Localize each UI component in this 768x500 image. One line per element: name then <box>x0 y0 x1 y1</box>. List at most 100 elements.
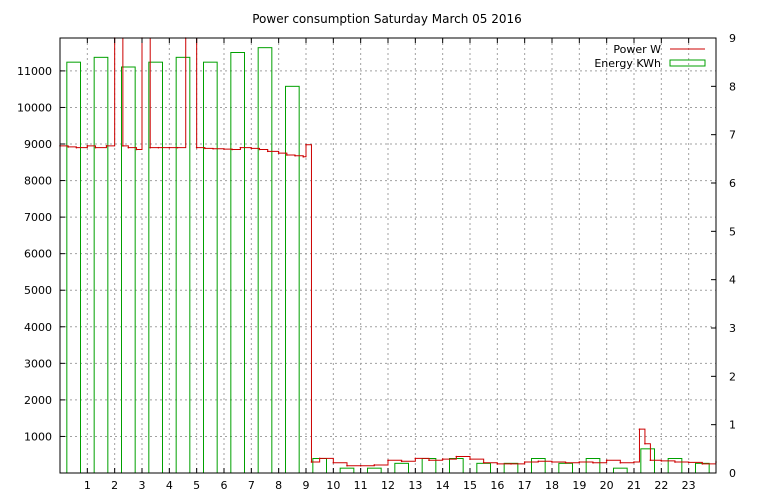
power-point <box>649 459 652 462</box>
x-tick-label: 17 <box>518 479 532 492</box>
energy-bar <box>695 462 710 474</box>
power-point <box>482 461 485 464</box>
plot-border <box>59 37 717 474</box>
axes <box>59 37 717 474</box>
power-point <box>578 461 581 463</box>
power-point <box>250 147 253 150</box>
power-point <box>168 146 171 149</box>
power-point <box>302 156 305 158</box>
y2-tick-label: 8 <box>729 80 736 93</box>
y-tick-label: 7000 <box>24 211 52 224</box>
y-tick-label: 3000 <box>24 357 52 370</box>
energy-bar <box>257 47 273 474</box>
power-point <box>660 460 663 462</box>
power-point <box>441 458 444 460</box>
energy-bar <box>449 458 464 474</box>
power-point <box>387 459 389 462</box>
energy-bar <box>93 56 109 474</box>
power-point <box>286 154 288 156</box>
power-point <box>195 146 198 149</box>
power-point <box>294 154 296 157</box>
power-point <box>277 152 280 154</box>
power-point <box>176 146 179 149</box>
power-point <box>701 463 704 465</box>
energy-bar <box>203 61 218 474</box>
energy-bar <box>230 52 245 474</box>
energy-bar <box>558 462 573 474</box>
power-point <box>258 148 261 151</box>
y2-tick-label: 2 <box>729 370 736 383</box>
energy-bar <box>585 458 601 474</box>
x-tick-label: 14 <box>436 479 450 492</box>
power-point <box>135 148 138 151</box>
power-point <box>86 145 89 147</box>
power-point <box>266 150 269 153</box>
power-line <box>59 37 717 467</box>
y-tick-label: 9000 <box>24 138 52 151</box>
power-point <box>551 461 553 463</box>
power-point <box>496 463 499 465</box>
y-tick-label: 8000 <box>24 175 52 188</box>
x-tick-label: 21 <box>627 479 641 492</box>
power-point <box>122 145 124 147</box>
energy-bar <box>367 467 382 474</box>
power-point <box>231 148 233 151</box>
power-point <box>592 461 594 464</box>
x-tick-label: 3 <box>139 479 146 492</box>
energy-bar <box>339 467 355 474</box>
y2-tick-label: 4 <box>729 274 736 287</box>
x-tick-label: 12 <box>381 479 395 492</box>
power-point <box>305 143 307 146</box>
power-point <box>127 146 130 149</box>
legend: Power W Energy KWh <box>594 43 706 70</box>
energy-bar <box>503 462 519 474</box>
power-point <box>359 464 362 467</box>
legend-label-power: Power W <box>613 43 661 56</box>
power-point <box>149 146 151 149</box>
x-tick-label: 16 <box>490 479 504 492</box>
grid <box>60 38 716 473</box>
y2-tick-label: 5 <box>729 225 736 238</box>
power-point <box>469 458 471 460</box>
y2-tick-label: 9 <box>729 32 736 45</box>
y2-tick-label: 1 <box>729 419 736 432</box>
legend-swatch-energy <box>669 59 706 67</box>
x-tick-label: 7 <box>248 479 255 492</box>
x-tick-label: 22 <box>654 479 668 492</box>
power-point <box>310 461 313 463</box>
y2-tick-label: 6 <box>729 177 736 190</box>
y2-tick-label: 3 <box>729 322 736 335</box>
power-point <box>523 461 526 463</box>
y-tick-label: 2000 <box>24 394 52 407</box>
y-tick-label: 1000 <box>24 430 52 443</box>
power-point <box>564 461 567 464</box>
x-tick-label: 2 <box>111 479 118 492</box>
energy-bar <box>175 56 191 474</box>
power-point <box>644 442 646 445</box>
x-tick-label: 1 <box>84 479 91 492</box>
y-tick-label: 4000 <box>24 321 52 334</box>
tick-labels: 1 2 3 4 5 6 7 8 9 10 11 12 13 14 15 16 17 18 19 20 21 22 23100… <box>17 32 736 492</box>
power-point <box>373 464 376 466</box>
x-tick-label: 15 <box>463 479 477 492</box>
energy-bar <box>394 462 410 474</box>
y-tick-label: 6000 <box>24 248 52 261</box>
y-tick-label: 10000 <box>17 101 52 114</box>
power-point <box>318 457 321 460</box>
power-point <box>157 146 160 149</box>
x-tick-label: 4 <box>166 479 173 492</box>
power-point <box>204 147 206 150</box>
chart-title: Power consumption Saturday March 05 2016 <box>252 12 522 26</box>
energy-bar <box>66 61 82 474</box>
x-tick-label: 20 <box>600 479 614 492</box>
power-point <box>638 428 641 430</box>
power-point <box>633 461 635 463</box>
x-tick-label: 11 <box>354 479 368 492</box>
power-point <box>455 455 458 458</box>
power-point <box>332 461 335 464</box>
power-point <box>605 459 608 462</box>
power-point <box>212 147 214 150</box>
x-tick-label: 18 <box>545 479 559 492</box>
energy-bar <box>285 85 300 474</box>
